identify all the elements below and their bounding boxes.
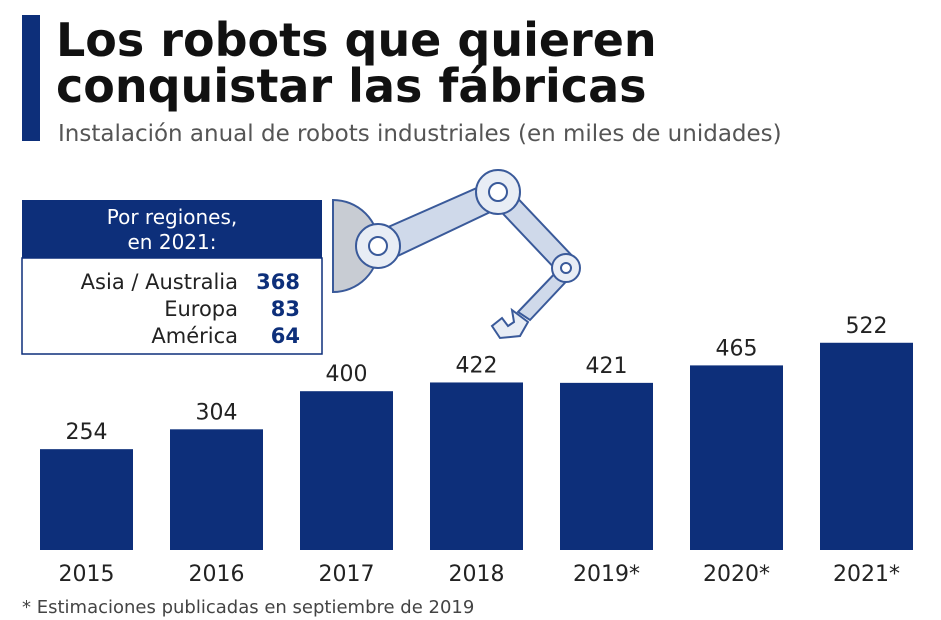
x-tick-label: 2017: [319, 562, 375, 587]
bar: [430, 382, 523, 550]
inset-title: Por regiones,: [107, 205, 238, 229]
inset-value: 83: [271, 297, 300, 321]
x-tick-label: 2019*: [573, 562, 640, 587]
inset-label: América: [151, 324, 238, 348]
chart-subtitle: Instalación anual de robots industriales…: [58, 121, 782, 147]
bars: 254 2015 304 2016 400 2017 422 2018 421 2019* 465 2…: [40, 314, 913, 587]
inset-title: en 2021:: [128, 230, 217, 254]
value-label: 254: [66, 420, 108, 445]
bar: [690, 365, 783, 550]
bar: [300, 391, 393, 550]
x-tick-label: 2015: [59, 562, 115, 587]
x-tick-label: 2016: [189, 562, 245, 587]
value-label: 304: [196, 400, 238, 425]
value-label: 422: [456, 353, 498, 378]
value-label: 465: [716, 336, 758, 361]
inset-label: Europa: [164, 297, 238, 321]
inset-rows: Asia / Australia 368 Europa 83 América 64: [81, 270, 300, 348]
title-accent: [22, 15, 40, 141]
footnote: * Estimaciones publicadas en septiembre …: [22, 597, 474, 618]
inset-label: Asia / Australia: [81, 270, 238, 294]
x-tick-label: 2018: [449, 562, 505, 587]
bar: [820, 342, 913, 550]
inset-box: [21, 257, 323, 355]
bar: [560, 382, 653, 550]
chart-title: Los robots que quieren: [56, 13, 657, 67]
x-tick-label: 2021*: [833, 562, 900, 587]
bar: [40, 449, 133, 550]
bar: [170, 429, 263, 550]
inset-header: [22, 200, 322, 258]
robot-illustration: [332, 169, 581, 340]
value-label: 522: [846, 314, 888, 339]
inset-value: 64: [271, 324, 300, 348]
inset-value: 368: [256, 270, 300, 294]
chart-title: conquistar las fábricas: [56, 59, 647, 113]
value-label: 421: [586, 354, 628, 379]
x-tick-label: 2020*: [703, 562, 770, 587]
value-label: 400: [326, 362, 368, 387]
